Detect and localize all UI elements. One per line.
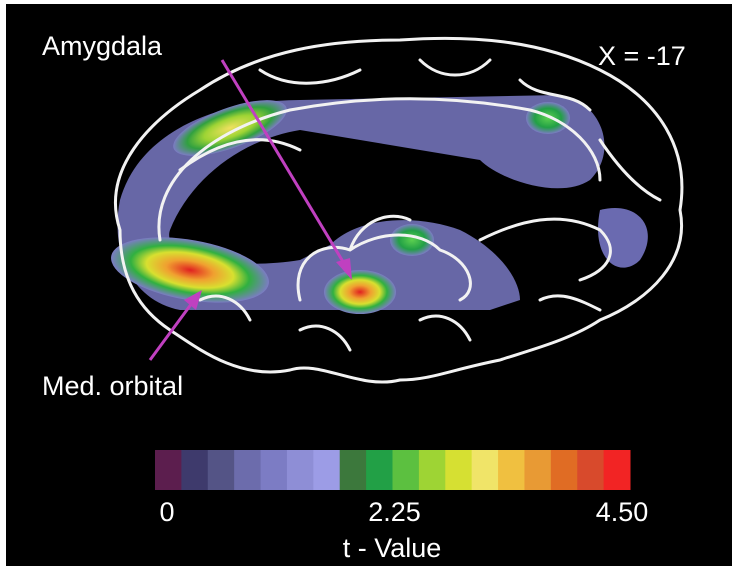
colorbar-swatch — [445, 450, 472, 490]
colorbar-tick-label: 0 — [159, 497, 174, 527]
med-orbital-label: Med. orbital — [42, 371, 183, 401]
colorbar-swatch — [551, 450, 578, 490]
colorbar-swatch — [208, 450, 235, 490]
colorbar-swatch — [419, 450, 446, 490]
colorbar-swatch — [524, 450, 551, 490]
colorbar-swatch — [577, 450, 604, 490]
colorbar-swatch — [604, 450, 631, 490]
colorbar-tick-label: 4.50 — [596, 497, 649, 527]
colorbar-swatch — [340, 450, 367, 490]
colorbar-swatch — [181, 450, 208, 490]
colorbar-swatch — [287, 450, 314, 490]
colorbar-title: t - Value — [343, 533, 442, 563]
colorbar-swatch — [393, 450, 420, 490]
colorbar-swatch — [472, 450, 499, 490]
colorbar-swatch — [155, 450, 182, 490]
colorbar-tick-label: 2.25 — [368, 497, 421, 527]
slice-label: X = -17 — [598, 41, 686, 71]
figure: Amygdala X = -17 Med. orbital t - Value … — [0, 0, 736, 570]
amygdala-label: Amygdala — [42, 31, 163, 61]
colorbar-swatch — [366, 450, 393, 490]
colorbar-swatch — [234, 450, 261, 490]
colorbar-swatch — [313, 450, 340, 490]
colorbar-swatch — [498, 450, 525, 490]
colorbar-swatch — [261, 450, 288, 490]
